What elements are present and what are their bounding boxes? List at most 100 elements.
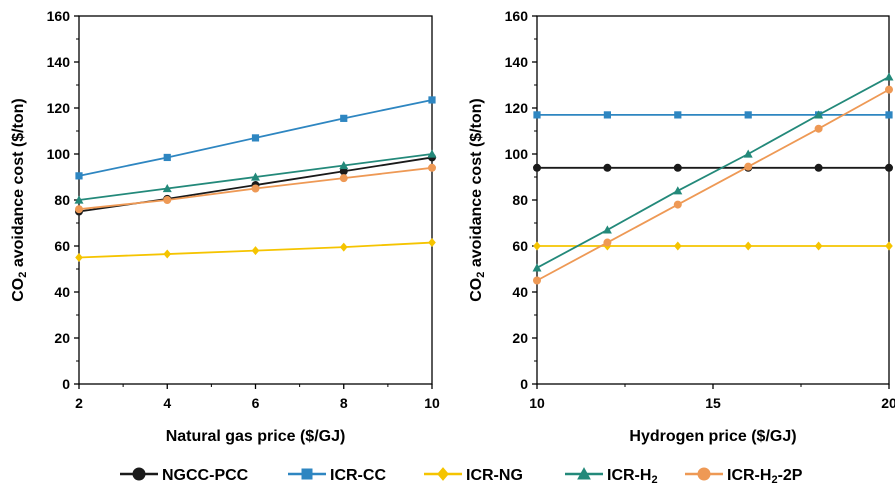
y-axis-label: CO2 avoidance cost ($/ton) — [468, 98, 487, 302]
data-point — [673, 241, 682, 251]
data-point — [163, 153, 171, 162]
data-point — [533, 276, 541, 285]
data-point — [814, 124, 823, 133]
series-icr-cc — [75, 96, 436, 180]
data-point — [744, 162, 753, 171]
y-tick-label: 60 — [54, 238, 70, 254]
x-tick-label: 4 — [163, 395, 171, 411]
data-point — [428, 163, 436, 172]
data-point — [251, 172, 260, 181]
series-icr-ng — [533, 241, 893, 251]
y-tick-label: 80 — [512, 192, 528, 208]
data-point — [163, 196, 172, 204]
data-point — [74, 195, 84, 204]
x-tick-label: 20 — [881, 395, 895, 411]
legend-label: ICR-NG — [466, 467, 523, 484]
data-point — [533, 163, 541, 172]
chart-panel-1: 0 20 40 60 80 100 120 140 160 2 4 6 8 10 Natural gas p… — [10, 8, 440, 445]
data-point — [814, 163, 823, 172]
data-point — [744, 111, 752, 119]
data-point — [428, 96, 436, 104]
legend-marker — [301, 468, 313, 480]
y-tick-label: 20 — [512, 330, 528, 346]
x-tick-label: 6 — [252, 395, 260, 411]
series-line — [536, 76, 890, 269]
data-point — [533, 241, 541, 251]
data-point — [885, 111, 893, 119]
data-point — [603, 238, 612, 247]
data-point — [251, 246, 260, 256]
data-point — [673, 200, 682, 209]
y-tick-label: 40 — [54, 284, 70, 300]
y-tick-label: 100 — [505, 146, 529, 162]
data-point — [163, 249, 172, 259]
data-point — [339, 161, 349, 170]
data-point — [533, 111, 541, 119]
plot-frame — [78, 15, 433, 385]
series-ngcc-pcc — [533, 163, 893, 172]
data-point — [162, 184, 172, 193]
y-tick-label: 20 — [54, 330, 70, 346]
legend-label: NGCC-PCC — [162, 467, 249, 484]
data-point — [814, 110, 824, 119]
legend-label: ICR-H2 — [607, 467, 658, 485]
legend-item-icr-ng: ICR-NG — [424, 467, 523, 484]
x-tick-label: 15 — [705, 395, 721, 411]
legend-item-icr-cc: ICR-CC — [288, 467, 386, 484]
y-tick-label: 160 — [47, 8, 71, 24]
data-point — [743, 149, 753, 158]
y-tick-label: 160 — [505, 8, 529, 24]
legend-marker — [132, 467, 146, 481]
plot-frame — [536, 15, 890, 385]
data-point — [602, 225, 612, 234]
series-icr-ng — [75, 238, 436, 262]
x-tick-label: 10 — [424, 395, 440, 411]
data-point — [532, 263, 542, 272]
y-tick-label: 120 — [505, 100, 529, 116]
data-point — [814, 241, 823, 251]
data-point — [673, 186, 683, 195]
x-tick-label: 8 — [340, 395, 348, 411]
y-tick-label: 0 — [62, 376, 70, 392]
series-ngcc-pcc — [75, 153, 436, 216]
legend-item-ngcc-pcc: NGCC-PCC — [120, 467, 249, 484]
data-point — [673, 163, 682, 172]
series-icr-h2 — [532, 72, 894, 272]
series-icr-h2-2p — [75, 163, 436, 214]
data-point — [340, 114, 348, 122]
legend-label: ICR-CC — [330, 467, 386, 484]
legend-item-icr-h2: ICR-H2 — [565, 467, 658, 485]
legend-marker — [437, 467, 449, 481]
data-point — [339, 174, 348, 183]
x-tick-label: 2 — [75, 395, 83, 411]
data-point — [885, 85, 893, 94]
data-point — [603, 163, 612, 172]
y-tick-label: 120 — [47, 100, 71, 116]
data-point — [885, 163, 893, 172]
data-point — [603, 111, 611, 119]
x-axis-label: Hydrogen price ($/GJ) — [629, 428, 796, 445]
data-point — [428, 238, 436, 248]
chart-panel-2: 0 20 40 60 80 100 120 140 160 10 15 20 Hydrogen pric… — [468, 8, 895, 445]
data-point — [75, 205, 83, 214]
data-point — [75, 253, 83, 262]
data-point — [744, 241, 753, 251]
data-point — [339, 167, 348, 176]
y-tick-label: 60 — [512, 238, 528, 254]
data-point — [251, 184, 260, 193]
y-tick-label: 140 — [505, 54, 529, 70]
x-axis-label: Natural gas price ($/GJ) — [166, 428, 346, 445]
legend-label: ICR-H2-2P — [727, 467, 803, 485]
data-point — [339, 242, 348, 252]
data-point — [674, 111, 682, 119]
legend-marker — [697, 467, 711, 481]
y-axis-label: CO2 avoidance cost ($/ton) — [10, 98, 29, 302]
legend-marker — [577, 467, 591, 480]
data-point — [251, 134, 260, 142]
y-tick-label: 140 — [47, 54, 71, 70]
x-tick-label: 10 — [529, 395, 545, 411]
y-tick-label: 100 — [47, 146, 71, 162]
legend-item-icr-h2-2p: ICR-H2-2P — [685, 467, 803, 485]
series-icr-h2 — [74, 149, 437, 204]
